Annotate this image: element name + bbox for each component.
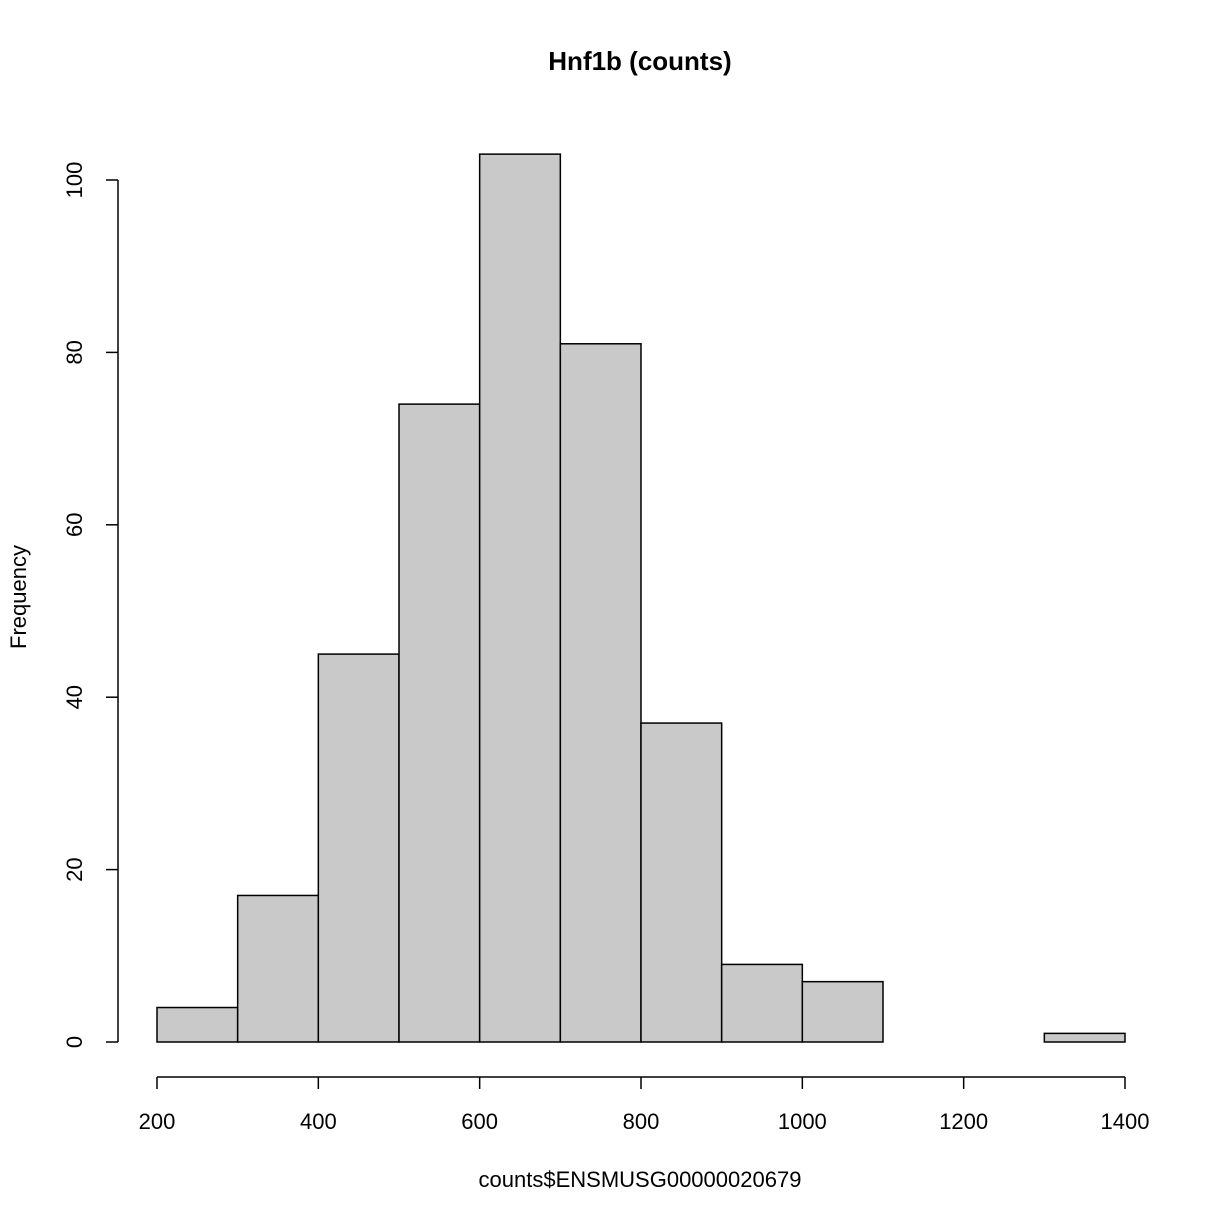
x-tick-label-1000: 1000: [778, 1109, 827, 1134]
bars-group: [156, 153, 1126, 1043]
chart-title: Hnf1b (counts): [548, 46, 731, 76]
histogram-bar-600-700: [478, 153, 562, 1043]
x-tick-label-800: 800: [623, 1109, 660, 1134]
histogram-bar-900-1000: [720, 963, 804, 1043]
x-tick-label-200: 200: [139, 1109, 176, 1134]
x-tick-label-400: 400: [300, 1109, 337, 1134]
histogram-bar-300-400: [236, 894, 320, 1043]
y-tick-label-100: 100: [62, 162, 87, 199]
x-tick-label-1400: 1400: [1101, 1109, 1150, 1134]
y-tick-label-60: 60: [62, 513, 87, 537]
x-tick-label-600: 600: [461, 1109, 498, 1134]
histogram-bar-1300-1400: [1043, 1032, 1126, 1043]
histogram-bar-700-800: [559, 343, 642, 1043]
x-axis: 200 400 600 800 1000 1200 1400: [139, 1076, 1150, 1134]
histogram-bar-1000-1100: [801, 980, 884, 1043]
histogram-bar-500-600: [398, 403, 481, 1043]
histogram-bar-400-500: [317, 653, 400, 1043]
histogram-bar-200-300: [156, 1006, 239, 1043]
y-tick-label-0: 0: [62, 1036, 87, 1048]
y-axis-label: Frequency: [6, 545, 31, 649]
y-tick-label-40: 40: [62, 685, 87, 709]
histogram-bar-800-900: [640, 722, 723, 1043]
y-tick-label-20: 20: [62, 857, 87, 881]
x-axis-label: counts$ENSMUSG00000020679: [479, 1167, 802, 1192]
y-tick-label-80: 80: [62, 340, 87, 364]
x-tick-label-1200: 1200: [939, 1109, 988, 1134]
y-axis: 0 20 40 60 80 100: [62, 162, 119, 1048]
